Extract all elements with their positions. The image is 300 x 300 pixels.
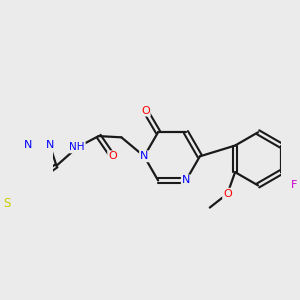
Text: N: N [24,140,33,150]
Text: N: N [140,151,148,161]
Text: N: N [182,176,190,185]
Text: O: O [108,151,117,161]
Text: NH: NH [69,142,85,152]
Text: N: N [46,140,54,150]
Text: F: F [291,180,297,190]
Text: S: S [4,197,11,210]
Text: O: O [141,106,150,116]
Text: O: O [223,189,232,199]
